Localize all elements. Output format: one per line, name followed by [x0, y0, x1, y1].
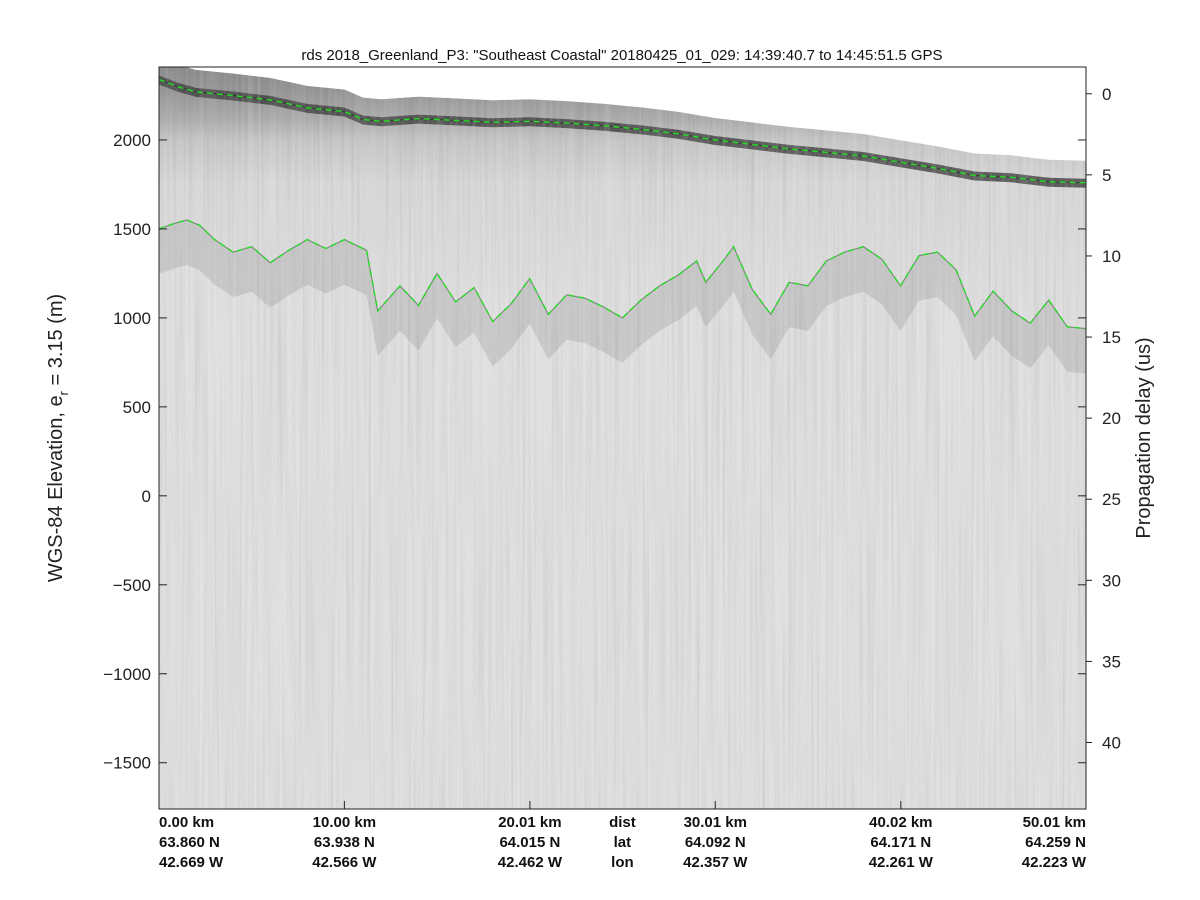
- x-tick-label-dist: 20.01 km: [498, 814, 561, 831]
- x-tick-label-lat: 63.938 N: [314, 834, 375, 851]
- echogram-image: [159, 67, 1086, 809]
- x-tick-label-lon: 42.566 W: [312, 854, 377, 871]
- y-tick-label: −1000: [103, 665, 151, 684]
- left-axis-title-tail: = 3.15 (m): [45, 294, 67, 391]
- right-axis-title: Propagation delay (us): [1133, 337, 1155, 538]
- chart-title: rds 2018_Greenland_P3: "Southeast Coasta…: [301, 47, 942, 64]
- x-tick-label-lon: 42.357 W: [683, 854, 748, 871]
- y2-tick-label: 15: [1102, 328, 1121, 347]
- x-tick-label-dist: 30.01 km: [684, 814, 747, 831]
- x-tick-label-lon: 42.261 W: [869, 854, 934, 871]
- x-tick-label-lat: 64.171 N: [870, 834, 931, 851]
- left-y-axis: 2000 1500 1000 500 0 −500 −1000 −1500: [103, 131, 1086, 773]
- left-axis-title: WGS-84 Elevation, er = 3.15 (m): [45, 294, 71, 582]
- y-tick-label: 500: [123, 398, 151, 417]
- x-tick-label-dist: 10.00 km: [313, 814, 376, 831]
- x-row-label-lat: lat: [614, 834, 632, 851]
- y-tick-label: −500: [113, 576, 151, 595]
- x-tick-label-lat: 63.860 N: [159, 834, 220, 851]
- y-tick-label: 2000: [113, 131, 151, 150]
- layer-picks: [159, 78, 1086, 330]
- y2-tick-label: 5: [1102, 166, 1111, 185]
- x-tick-label-lon: 42.223 W: [1022, 854, 1087, 871]
- y2-tick-label: 30: [1102, 571, 1121, 590]
- right-y-axis: 0 5 10 15 20 25 30 35 40: [1086, 85, 1121, 753]
- y-tick-label: 1500: [113, 220, 151, 239]
- y-tick-label: 1000: [113, 309, 151, 328]
- x-tick-label-lat: 64.092 N: [685, 834, 746, 851]
- y2-tick-label: 10: [1102, 247, 1121, 266]
- y-tick-label: 0: [142, 487, 151, 506]
- y2-tick-label: 35: [1102, 652, 1121, 671]
- x-row-label-dist: dist: [609, 814, 636, 831]
- y2-tick-label: 0: [1102, 85, 1111, 104]
- x-tick-label-lon: 42.669 W: [159, 854, 224, 871]
- layer-pick-line-0: [159, 78, 1086, 184]
- y-tick-label: −1500: [103, 754, 151, 773]
- y2-tick-label: 40: [1102, 734, 1121, 753]
- x-tick-label-dist: 0.00 km: [159, 814, 214, 831]
- x-row-label-lon: lon: [611, 854, 634, 871]
- x-tick-label-dist: 50.01 km: [1023, 814, 1086, 831]
- x-tick-label-dist: 40.02 km: [869, 814, 932, 831]
- layer-pick-line-1: [159, 219, 1086, 330]
- x-tick-label-lat: 64.015 N: [499, 834, 560, 851]
- bottom-x-axis: 0.00 km 63.860 N 42.669 W 10.00 km 63.938 N 4…: [158, 801, 1087, 871]
- left-axis-title-main: WGS-84 Elevation, e: [45, 395, 67, 582]
- x-tick-label-lat: 64.259 N: [1025, 834, 1086, 851]
- plot-frame: [158, 66, 1087, 810]
- left-axis-title-subscript: r: [56, 390, 71, 395]
- y2-tick-label: 25: [1102, 490, 1121, 509]
- x-tick-label-lon: 42.462 W: [498, 854, 563, 871]
- y2-tick-label: 20: [1102, 409, 1121, 428]
